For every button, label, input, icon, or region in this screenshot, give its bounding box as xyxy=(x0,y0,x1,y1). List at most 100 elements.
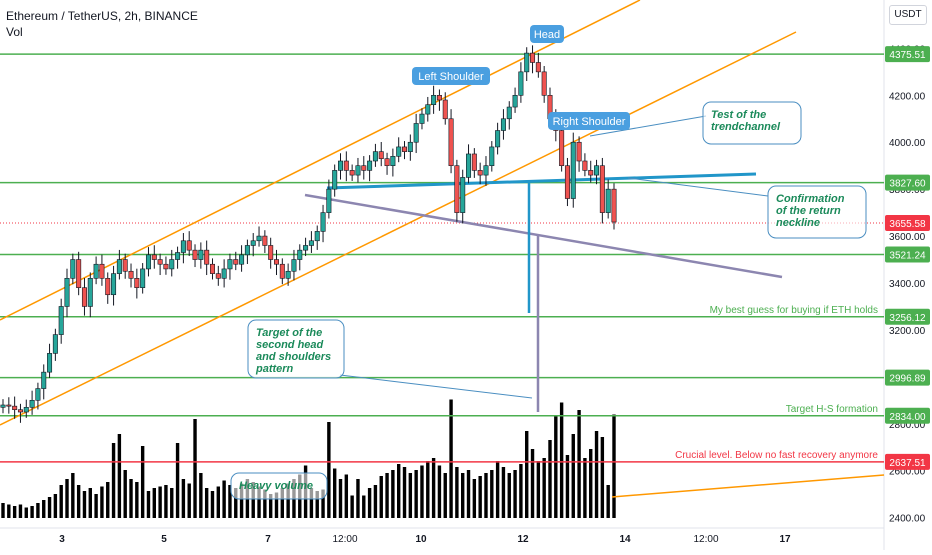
candle-body xyxy=(221,268,227,279)
price-level-tag-label: 2996.89 xyxy=(889,374,926,385)
y-tick-label: 2800.00 xyxy=(889,420,926,431)
volume-bar xyxy=(30,506,34,518)
candle-body xyxy=(541,71,547,96)
volume-bar xyxy=(338,479,343,518)
candle-body xyxy=(268,245,274,260)
candle-body xyxy=(76,259,82,288)
candle-body xyxy=(442,99,448,120)
volume-bar xyxy=(426,461,430,518)
y-tick-label: 4200.00 xyxy=(889,91,926,102)
volume-bar xyxy=(396,464,401,518)
confirm-callout-pointer xyxy=(627,177,769,197)
volume-bar xyxy=(117,434,122,518)
target-second-callout-text: and shoulders xyxy=(256,351,331,363)
candle-body xyxy=(460,177,466,213)
candle-body xyxy=(582,160,588,171)
volume-bar xyxy=(321,489,325,518)
price-level-tag-label: 2834.00 xyxy=(889,412,926,423)
volume-bar xyxy=(100,486,104,518)
candle-body xyxy=(163,263,169,270)
price-level-tag-label: 3827.60 xyxy=(889,179,926,190)
price-level-tag xyxy=(885,308,930,325)
right-shoulder-label-pill xyxy=(548,112,630,130)
y-tick-label: 3400.00 xyxy=(889,279,926,290)
x-tick-label: 12 xyxy=(517,534,529,545)
candle-body xyxy=(256,235,262,242)
candle-body xyxy=(570,141,576,199)
candle-body xyxy=(518,71,524,96)
volume-bar xyxy=(455,467,459,518)
price-level-tag xyxy=(885,453,930,470)
candle-body xyxy=(291,259,297,272)
candle-body xyxy=(524,52,530,73)
volume-bar xyxy=(36,503,40,518)
volume-bar xyxy=(420,465,424,518)
candle-body xyxy=(180,240,186,253)
head-label-pill xyxy=(530,25,564,43)
volume-bar xyxy=(484,473,488,518)
volume-bar xyxy=(199,473,203,518)
price-level-tag-label: 3521.24 xyxy=(889,251,926,262)
candle-body xyxy=(448,118,454,166)
left-shoulder-label-text: Left Shoulder xyxy=(418,71,484,83)
price-level-tag xyxy=(885,46,930,63)
candle-body xyxy=(111,273,117,296)
candle-body xyxy=(367,160,373,171)
candle-body xyxy=(209,263,215,274)
candle-body xyxy=(81,287,87,307)
volume-trendline xyxy=(611,474,885,498)
currency-button[interactable]: USDT xyxy=(889,5,927,25)
volume-bar xyxy=(158,486,162,518)
candle-body xyxy=(297,249,303,260)
candle-body xyxy=(466,153,472,178)
candle-body xyxy=(326,188,332,213)
volume-bar xyxy=(164,485,168,518)
volume-bar xyxy=(309,488,314,518)
candle-body xyxy=(29,399,35,408)
candle-body xyxy=(273,259,279,265)
volume-bar xyxy=(251,482,255,518)
volume-bar xyxy=(536,461,541,518)
candle-body xyxy=(512,95,518,108)
candle-body xyxy=(483,165,489,176)
y-tick-label: 4000.00 xyxy=(889,138,926,149)
volume-bar xyxy=(327,422,331,518)
volume-label: Vol xyxy=(6,25,23,39)
candle-body xyxy=(215,273,221,279)
candle-body xyxy=(198,249,204,260)
candle-body xyxy=(477,170,483,176)
volume-bar xyxy=(495,461,500,518)
head-label-text: Head xyxy=(534,29,560,41)
candle-body xyxy=(396,146,402,157)
confirmation-callout-text: neckline xyxy=(776,217,820,229)
heavy-volume-callout-box xyxy=(230,472,328,500)
candle-body xyxy=(227,259,233,270)
volume-bar xyxy=(600,437,605,518)
volume-bar xyxy=(431,458,436,518)
volume-bar xyxy=(391,470,395,518)
candle-body xyxy=(262,235,268,246)
volume-bar xyxy=(542,458,546,518)
volume-bar xyxy=(379,476,383,518)
candle-body xyxy=(506,106,512,120)
volume-bar xyxy=(519,464,523,518)
volume-bar xyxy=(332,468,337,518)
x-tick-label: 10 xyxy=(415,534,427,545)
volume-bar xyxy=(7,504,11,518)
candle-body xyxy=(535,62,541,73)
candle-body xyxy=(105,278,111,296)
volume-bar xyxy=(216,486,221,518)
volume-bar xyxy=(71,473,75,518)
volume-bar xyxy=(228,485,232,518)
candle-body xyxy=(244,245,250,256)
candle-body xyxy=(588,170,594,176)
volume-bar xyxy=(612,414,616,518)
candle-body xyxy=(6,404,12,407)
volume-bar xyxy=(606,485,610,518)
left-shoulder-label-pill xyxy=(412,67,490,85)
candle-body xyxy=(338,160,344,171)
volume-bar xyxy=(385,473,389,518)
target-second-callout-box xyxy=(247,319,345,379)
price-level-tag xyxy=(885,246,930,263)
